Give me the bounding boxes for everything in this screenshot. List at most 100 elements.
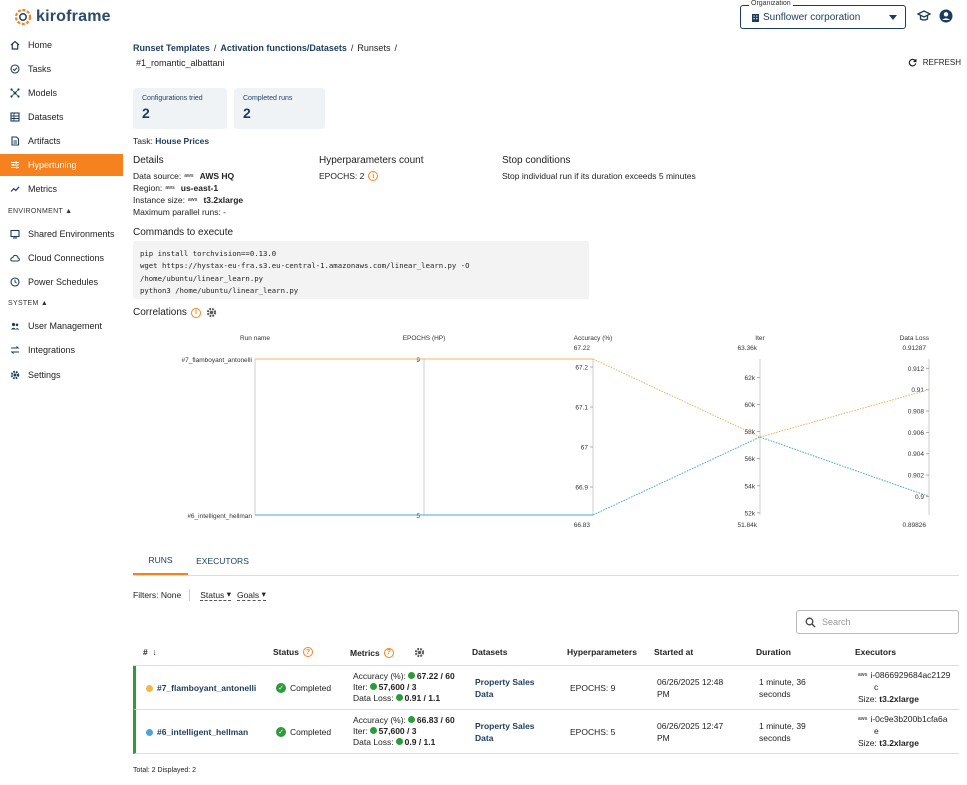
gear-icon[interactable]: [206, 307, 217, 318]
table-row: #6_intelligent_hellman ✓ Completed Accura…: [133, 710, 959, 754]
commands-title: Commands to execute: [133, 227, 234, 238]
check-icon: ✓: [276, 727, 286, 737]
aws-icon: aws: [858, 716, 868, 722]
gear-icon[interactable]: [414, 647, 425, 658]
goal-met-icon: [369, 727, 377, 734]
goal-met-icon: [407, 716, 415, 723]
hyperparameters-cell: EPOCHS: 5: [570, 727, 616, 737]
sidebar-item-tasks[interactable]: Tasks: [0, 58, 123, 80]
chart-tick-label: 60k: [745, 402, 756, 409]
sidebar-item-metrics[interactable]: Metrics: [0, 178, 123, 200]
sidebar-item-user-management[interactable]: User Management: [0, 315, 123, 337]
page-title: #1_romantic_albattani: [136, 58, 225, 68]
sidebar-item-hypertuning[interactable]: Hypertuning: [0, 154, 123, 176]
goal-met-icon: [395, 694, 403, 701]
chart-tick-label: 67: [581, 445, 589, 452]
executor-link[interactable]: i-0866929684ac2129: [870, 670, 951, 680]
users-icon: [9, 321, 20, 332]
aws-icon: aws: [184, 173, 194, 179]
command-line: pip install torchvision==0.13.0: [140, 249, 277, 258]
sidebar-item-power-schedules[interactable]: Power Schedules: [0, 271, 123, 293]
correlations-chart[interactable]: Run name #7_flamboyant_antonelli #6_intell…: [123, 330, 967, 545]
instance-size-line: Instance size: aws t3.2xlarge: [133, 195, 244, 205]
chart-tick-label: 0.902: [908, 473, 925, 480]
column-header-duration[interactable]: Duration: [756, 647, 791, 657]
sidebar-item-models[interactable]: Models: [0, 82, 123, 104]
chart-axis-max-label: 63.36k: [737, 345, 757, 352]
chart-tick-label: 67.1: [575, 405, 588, 412]
column-header-number[interactable]: # ↓: [143, 647, 157, 657]
status-filter[interactable]: Status ▾: [200, 589, 231, 601]
dataset-link[interactable]: Property Sales Data: [475, 677, 535, 699]
breadcrumb-runsets[interactable]: Runsets: [357, 43, 391, 53]
sidebar-item-home[interactable]: Home: [0, 34, 123, 56]
command-line: wget https://hystax-eu-fra.s3.eu-central…: [140, 261, 470, 283]
duration-cell: 1 minute, 39 seconds: [759, 721, 806, 743]
chart-tick-label: #7_flamboyant_antonelli: [182, 357, 252, 364]
filters-bar: Filters: None Status ▾ Goals ▾: [133, 589, 266, 601]
chart-axis-title: Accuracy (%): [574, 335, 613, 342]
column-header-executors[interactable]: Executors: [855, 647, 897, 657]
metrics-cell: Accuracy (%): 67.22 / 60 Iter: 57,600 / 3 …: [353, 671, 455, 703]
breadcrumb-runset-templates[interactable]: Runset Templates: [133, 43, 210, 53]
sidebar-item-settings[interactable]: Settings: [0, 364, 123, 386]
clock-icon: [9, 277, 20, 288]
tab-executors[interactable]: EXECUTORS: [196, 555, 249, 566]
sidebar-section-system[interactable]: SYSTEM ▲: [8, 300, 49, 307]
column-header-status[interactable]: Status?: [273, 647, 313, 657]
info-icon[interactable]: i: [190, 307, 201, 318]
run-name-link[interactable]: #6_intelligent_hellman: [146, 727, 248, 737]
metrics-icon: [9, 184, 20, 195]
info-icon[interactable]: i: [368, 171, 379, 181]
search-input[interactable]: Search: [796, 610, 959, 634]
started-at-cell: 06/26/2025 12:48 PM: [657, 677, 724, 699]
info-icon[interactable]: ?: [383, 647, 394, 658]
sidebar-item-integrations[interactable]: Integrations: [0, 339, 123, 361]
started-at-cell: 06/26/2025 12:47 PM: [657, 721, 724, 743]
column-header-metrics[interactable]: Metrics?: [350, 647, 425, 658]
chart-tick-label: 9: [416, 357, 420, 364]
sidebar-item-datasets[interactable]: Datasets: [0, 106, 123, 128]
gear-icon: [9, 370, 20, 381]
chart-axis-title: EPOCHS (HP): [403, 335, 446, 342]
dataset-link[interactable]: Property Sales Data: [475, 721, 535, 743]
organization-select[interactable]: Organization Sunflower corporation: [740, 0, 906, 29]
table-header: # ↓ Status? Metrics? Datasets Hyperparam…: [133, 638, 959, 666]
sidebar-item-shared-environments[interactable]: Shared Environments: [0, 223, 123, 245]
refresh-button[interactable]: REFRESH: [908, 58, 961, 67]
chart-tick-label: 0.9: [915, 494, 924, 501]
caret-down-icon: ▾: [261, 589, 266, 599]
stop-conditions-title: Stop conditions: [502, 155, 571, 166]
account-icon[interactable]: [939, 9, 953, 23]
column-header-started-at[interactable]: Started at: [654, 647, 694, 657]
hyperparameters-title: Hyperparameters count: [319, 155, 424, 166]
commands-code-block: pip install torchvision==0.13.0 wget htt…: [133, 241, 589, 299]
duration-cell: 1 minute, 36 seconds: [759, 677, 806, 699]
goal-met-icon: [407, 672, 415, 679]
chart-tick-label: #6_intelligent_hellman: [187, 513, 252, 520]
check-icon: ✓: [276, 683, 286, 693]
sidebar-item-artifacts[interactable]: Artifacts: [0, 130, 123, 152]
column-header-hyperparameters[interactable]: Hyperparameters: [567, 647, 637, 657]
task-link[interactable]: House Prices: [155, 136, 210, 146]
goal-met-icon: [395, 738, 403, 745]
graduation-cap-icon[interactable]: [917, 9, 931, 23]
info-icon[interactable]: ?: [302, 647, 313, 657]
column-header-datasets[interactable]: Datasets: [472, 647, 508, 657]
chart-tick-label: 0.906: [908, 430, 925, 437]
run-name-link[interactable]: #7_flamboyant_antonelli: [146, 683, 256, 693]
chart-tick-label: 0.91: [911, 387, 924, 394]
sidebar-item-cloud-connections[interactable]: Cloud Connections: [0, 247, 123, 269]
models-icon: [9, 88, 20, 99]
correlations-title: Correlations i: [133, 307, 217, 318]
breadcrumb-activation-functions[interactable]: Activation functions/Datasets: [220, 43, 347, 53]
sidebar-section-environment[interactable]: ENVIRONMENT ▲: [8, 208, 73, 215]
logo[interactable]: kiroframe: [12, 6, 111, 28]
chart-axis-min-label: 0.89826: [903, 522, 927, 529]
goals-filter[interactable]: Goals ▾: [236, 589, 266, 601]
executor-link[interactable]: i-0c9e3b200b1cfa6a: [870, 714, 948, 724]
chart-axis-title: Iter: [755, 335, 765, 342]
aws-icon: aws: [187, 197, 198, 203]
data-source-link[interactable]: AWS HQ: [199, 171, 235, 181]
tab-runs[interactable]: RUNS: [133, 546, 188, 575]
